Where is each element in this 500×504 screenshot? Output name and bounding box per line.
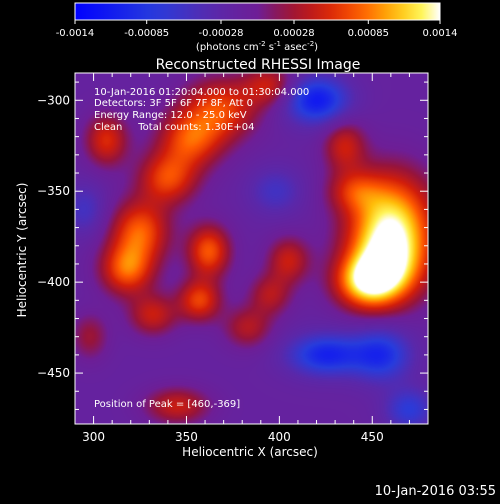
chart-title: Reconstructed RHESSI Image — [156, 57, 361, 73]
y-tick-label: −350 — [37, 184, 70, 198]
colorbar-tick-label: 0.00085 — [348, 28, 389, 39]
x-tick-label: 350 — [175, 430, 198, 444]
colorbar-tick-label: 0.0014 — [423, 28, 458, 39]
plot-frame — [74, 72, 429, 425]
colorbar-tick-label: -0.0014 — [56, 28, 95, 39]
colorbar-unit-label: (photons cm-2 s-1 asec-2) — [196, 40, 318, 53]
colorbar-ticks: -0.0014 -0.00085 -0.00028 0.00028 0.00085 0.0… — [56, 20, 458, 39]
info-clean-counts: Clean Total counts: 1.30E+04 — [94, 122, 254, 133]
colorbar — [74, 2, 441, 21]
colorbar-tick-label: -0.00028 — [199, 28, 244, 39]
colorbar-tick-label: 0.00028 — [273, 28, 314, 39]
x-tick-label: 450 — [361, 430, 384, 444]
heatmap-image — [75, 73, 428, 424]
axis-ticks: 300 350 400 450 −300 −350 −400 −450 — [37, 73, 429, 444]
peak-position-label: Position of Peak = [460,-369] — [94, 399, 240, 410]
colorbar-tick-label: -0.00085 — [124, 28, 169, 39]
y-tick-label: −300 — [37, 93, 70, 107]
y-tick-label: −400 — [37, 275, 70, 289]
info-detectors: Detectors: 3F 5F 6F 7F 8F, Att 0 — [94, 98, 253, 109]
y-tick-label: −450 — [37, 366, 70, 380]
x-axis-label: Heliocentric X (arcsec) — [182, 445, 318, 459]
timestamp: 10-Jan-2016 03:55 — [375, 484, 496, 499]
info-time-range: 10-Jan-2016 01:20:04.000 to 01:30:04.000 — [94, 87, 309, 98]
info-text-block: 10-Jan-2016 01:20:04.000 to 01:30:04.000… — [94, 87, 309, 133]
x-tick-label: 400 — [268, 430, 291, 444]
info-energy-range: Energy Range: 12.0 - 25.0 keV — [94, 110, 247, 121]
y-axis-label: Heliocentric Y (arcsec) — [15, 183, 29, 318]
x-tick-label: 300 — [82, 430, 105, 444]
